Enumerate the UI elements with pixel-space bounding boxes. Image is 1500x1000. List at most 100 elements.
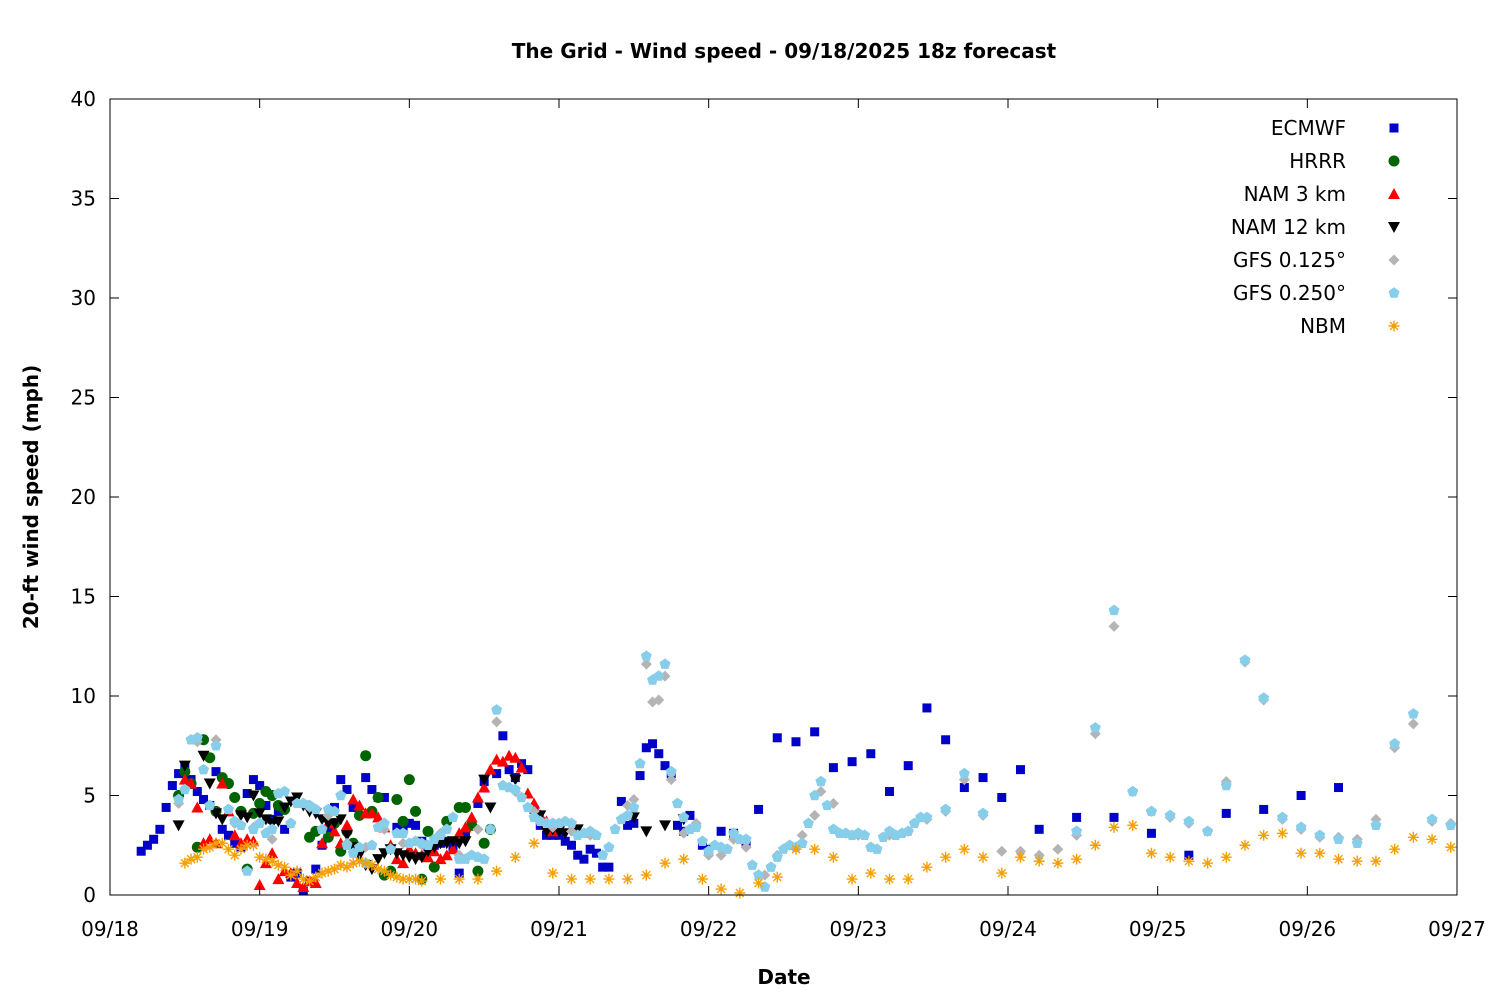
point-ecmwf: [922, 703, 932, 713]
point-ecmwf: [311, 864, 321, 874]
point-ecmwf: [579, 854, 589, 864]
point-gfs-0-250: [285, 817, 297, 829]
point-nbm: [254, 851, 266, 863]
point-nbm: [921, 861, 933, 873]
point-nbm: [1295, 847, 1307, 859]
y-tick-label: 15: [71, 585, 96, 609]
point-nam-12-km: [241, 812, 254, 824]
point-nbm: [378, 865, 390, 877]
y-axis: 0 5 10 15 20 25 30 35 40: [71, 87, 1457, 907]
point-nam-12-km: [210, 808, 223, 820]
point-gfs-0-125: [796, 829, 808, 841]
y-tick-label: 25: [71, 386, 96, 410]
point-nbm: [235, 843, 247, 855]
point-ecmwf: [560, 836, 570, 846]
point-nbm: [958, 843, 970, 855]
point-nbm: [1089, 839, 1101, 851]
point-nbm: [1052, 857, 1064, 869]
point-nbm: [1258, 829, 1270, 841]
point-gfs-0-250: [746, 859, 758, 870]
point-nbm: [329, 863, 340, 875]
point-gfs-0-125: [740, 841, 752, 853]
point-nbm: [397, 873, 409, 885]
point-hrrr: [478, 837, 490, 849]
point-ecmwf: [1184, 850, 1194, 860]
y-axis-label: 20-ft wind speed (mph): [19, 365, 43, 630]
point-hrrr: [459, 801, 471, 813]
series-ecmwf: [136, 703, 1344, 896]
point-nbm: [1164, 851, 1176, 863]
x-tick-label: 09/19: [231, 917, 289, 941]
point-gfs-0-125: [996, 845, 1008, 857]
point-gfs-0-250: [771, 851, 783, 862]
point-nbm: [416, 875, 428, 887]
point-ecmwf: [242, 789, 252, 799]
point-ecmwf: [392, 822, 402, 832]
point-gfs-0-250: [179, 783, 191, 795]
point-ecmwf: [635, 771, 645, 781]
series-gfs-0-250: [173, 604, 1457, 892]
plot-area: [136, 604, 1457, 899]
point-gfs-0-250: [397, 827, 409, 838]
x-tick-label: 09/21: [530, 917, 588, 941]
point-nbm: [884, 873, 896, 885]
point-ecmwf: [454, 868, 464, 878]
point-nam-3-km: [216, 777, 229, 789]
point-ecmwf: [323, 826, 333, 836]
point-gfs-0-250: [958, 767, 970, 779]
point-nam-12-km: [203, 778, 216, 790]
point-gfs-0-250: [940, 803, 952, 815]
point-nbm: [385, 869, 397, 881]
point-ecmwf: [248, 775, 258, 785]
point-nbm: [753, 877, 765, 889]
legend-label-nam-3-km: NAM 3 km: [1244, 182, 1346, 206]
point-gfs-0-250: [802, 817, 814, 829]
point-nbm: [846, 873, 858, 885]
legend-label-gfs-0-125: GFS 0.125°: [1233, 248, 1346, 272]
point-ecmwf: [473, 798, 483, 808]
point-nam-3-km: [297, 881, 310, 893]
point-gfs-0-125: [491, 716, 503, 728]
point-ecmwf: [223, 830, 233, 840]
point-nbm: [210, 837, 222, 849]
point-nbm: [316, 867, 328, 879]
point-hrrr: [410, 805, 422, 817]
point-gfs-0-250: [921, 811, 933, 823]
point-gfs-0-250: [1202, 825, 1214, 837]
point-nbm: [659, 857, 671, 869]
point-ecmwf: [754, 804, 764, 814]
point-ecmwf: [685, 810, 695, 820]
point-ecmwf: [585, 844, 595, 854]
point-nbm: [353, 855, 365, 867]
point-gfs-0-250: [1295, 821, 1307, 833]
point-hrrr: [397, 815, 409, 827]
point-nbm: [360, 857, 372, 869]
x-tick-label: 09/20: [381, 917, 439, 941]
point-nbm: [1183, 855, 1195, 867]
point-nbm: [291, 865, 303, 877]
point-nbm: [603, 873, 615, 885]
point-ecmwf: [810, 727, 820, 737]
point-gfs-0-250: [1426, 813, 1438, 825]
y-tick-label: 20: [71, 485, 96, 509]
point-nam-12-km: [328, 818, 341, 830]
point-gfs-0-250: [222, 803, 234, 815]
point-nbm: [341, 861, 353, 873]
point-gfs-0-250: [902, 825, 914, 837]
point-gfs-0-250: [279, 785, 291, 797]
legend-marker-nam-12-km: [1388, 222, 1400, 233]
point-nam-12-km: [178, 760, 191, 772]
point-nam-3-km: [453, 827, 466, 839]
point-gfs-0-250: [509, 783, 521, 795]
point-nam-12-km: [216, 814, 229, 826]
point-nbm: [1407, 831, 1419, 843]
point-gfs-0-250: [210, 739, 222, 751]
point-nam-3-km: [203, 833, 216, 845]
point-gfs-0-125: [640, 658, 652, 670]
point-gfs-0-250: [690, 821, 702, 833]
point-nbm: [491, 865, 503, 877]
point-nam-3-km: [191, 801, 204, 813]
point-gfs-0-250: [1445, 819, 1457, 831]
point-nam-12-km: [372, 854, 385, 866]
point-gfs-0-250: [316, 823, 328, 835]
